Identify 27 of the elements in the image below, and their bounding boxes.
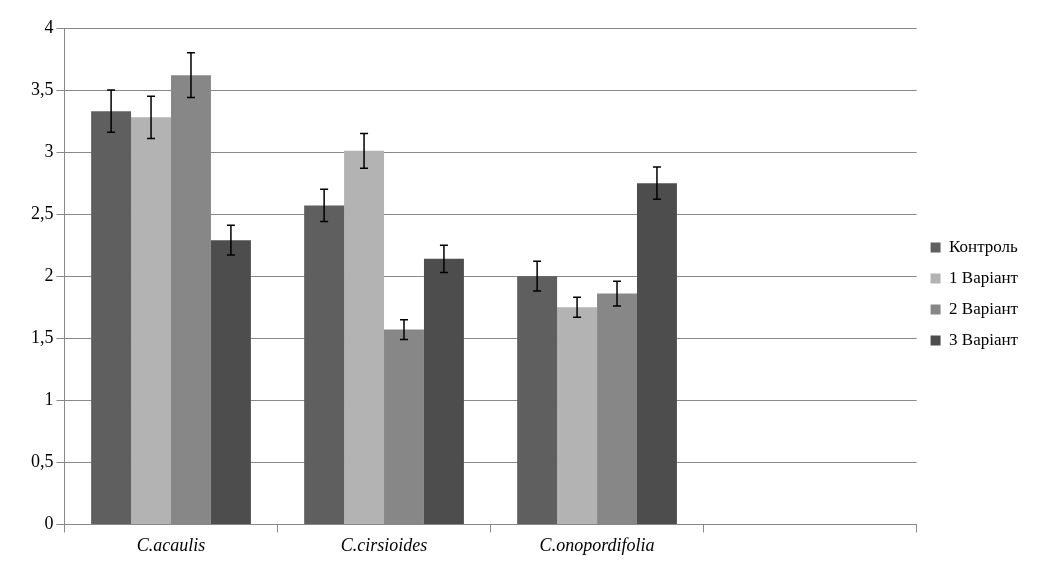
legend-label: Контроль bbox=[949, 236, 1019, 256]
x-tick-label: C.cirsioides bbox=[340, 534, 428, 555]
x-tick-label: C.acaulis bbox=[136, 534, 206, 555]
legend-label: 2 Варіант bbox=[949, 298, 1019, 318]
y-tick-label: 3 bbox=[44, 140, 54, 161]
bar bbox=[636, 183, 677, 524]
bar bbox=[384, 329, 424, 524]
bar bbox=[423, 258, 464, 524]
bar bbox=[597, 293, 637, 524]
bar bbox=[344, 150, 385, 524]
y-tick-label: 1,5 bbox=[31, 326, 54, 347]
legend-label: 3 Варіант bbox=[949, 329, 1019, 349]
y-tick-label: 3,5 bbox=[31, 78, 54, 99]
y-tick-label: 2 bbox=[44, 264, 54, 285]
bar bbox=[557, 307, 598, 524]
y-tick-label: 4 bbox=[44, 16, 54, 37]
x-tick-label: C.onopordifolia bbox=[539, 534, 655, 555]
legend-label: 1 Варіант bbox=[949, 267, 1019, 287]
bar bbox=[210, 240, 251, 524]
y-tick-label: 0,5 bbox=[31, 451, 54, 472]
bar bbox=[131, 117, 172, 524]
bar bbox=[91, 111, 132, 524]
bar bbox=[517, 276, 558, 524]
y-tick-label: 0 bbox=[44, 513, 54, 534]
bar bbox=[304, 205, 345, 524]
y-tick-label: 1 bbox=[44, 389, 54, 410]
y-tick-label: 2,5 bbox=[31, 202, 54, 223]
